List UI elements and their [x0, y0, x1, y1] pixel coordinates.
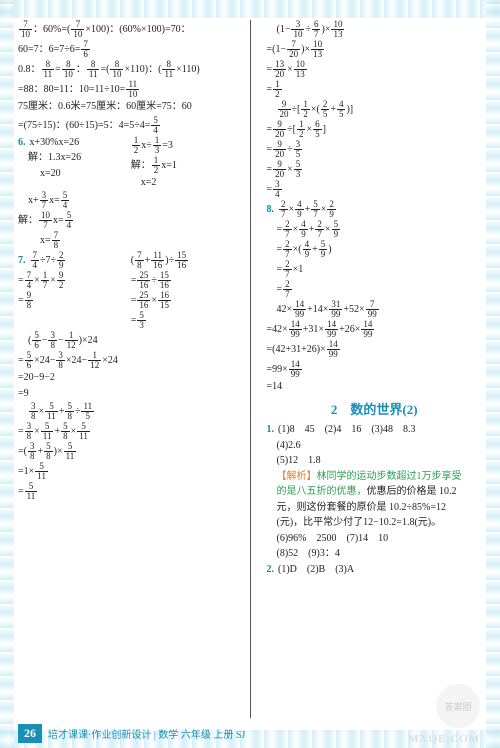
- column-divider: [250, 20, 251, 718]
- math-line: x+37x=54: [18, 191, 234, 210]
- math-line: 0.8：811=810：811=(810×110)：(811×110): [18, 60, 234, 79]
- math-line: =42×1499+31×1499+26×1499: [267, 320, 483, 339]
- math-line: =(42+31+26)×1499: [267, 340, 483, 359]
- problem-6: 6.x+30%x=26 解：1.3x=26 x=20 12x÷13=3 解：12…: [18, 136, 234, 192]
- content-area: 710：60%=(710×100)：(60%×100)=70： 60=7：6=7…: [18, 20, 482, 718]
- section-heading: 2 数的世界(2): [267, 401, 483, 420]
- answer-line: (6)96% 2500 (7)14 10: [267, 532, 483, 547]
- math-line: =(38+58)×511: [18, 442, 234, 461]
- math-line: =20−9−2: [18, 371, 234, 386]
- math-line: =88：80=11：10=11÷10=1110: [18, 80, 234, 99]
- explanation: 【解析】林同学的运动步数超过1万步享受: [267, 470, 483, 485]
- border-right: [486, 0, 500, 748]
- math-line: =27: [267, 280, 483, 299]
- math-line: =34: [267, 180, 483, 199]
- math-line: =920÷35: [267, 140, 483, 159]
- math-line: =920÷[12×65]: [267, 120, 483, 139]
- explanation: 的是八五折的优惠，优惠后的价格是 10.2: [267, 485, 483, 500]
- problem-number: 2.: [267, 564, 275, 575]
- watermark-badge: 答案圈: [436, 684, 480, 728]
- math-line: =920×53: [267, 160, 483, 179]
- answer-line: 2.(1)D (2)B (3)A: [267, 563, 483, 578]
- problem-number: 1.: [267, 424, 275, 435]
- right-column: (1−310÷67)×1013 =(1−720)×1013 =1320×1013…: [267, 20, 483, 718]
- page-number: 26: [18, 724, 42, 743]
- math-line: =1320×1013: [267, 60, 483, 79]
- math-line: =12: [267, 80, 483, 99]
- math-line: x=78: [18, 231, 234, 250]
- math-line: 60=7：6=7÷6=76: [18, 40, 234, 59]
- math-line: =38×511+58×511: [18, 422, 234, 441]
- left-column: 710：60%=(710×100)：(60%×100)=70： 60=7：6=7…: [18, 20, 234, 718]
- answer-line: (8)52 (9)3：4: [267, 547, 483, 562]
- math-line: =99×1499: [267, 360, 483, 379]
- math-line: =(75÷15)：(60÷15)=5：4=5÷4=54: [18, 116, 234, 135]
- math-line: =27×(49+59): [267, 240, 483, 259]
- problem-number: 8.: [267, 204, 275, 215]
- explanation: (元)，比平常少付了12−10.2=1.8(元)。: [267, 516, 483, 531]
- problem-8: 8.27×49+57×29: [267, 200, 483, 219]
- problem-number: 6.: [18, 137, 26, 148]
- math-line: =(1−720)×1013: [267, 40, 483, 59]
- math-line: (56−38−112)×24: [18, 331, 234, 350]
- answer-line: (4)2.6: [267, 439, 483, 454]
- answer-line: 1.(1)8 45 (2)4 16 (3)48 8.3: [267, 423, 483, 438]
- math-line: =9: [18, 387, 234, 402]
- math-line: =56×24−38×24−112×24: [18, 351, 234, 370]
- math-line: =511: [18, 482, 234, 501]
- math-line: =27×49+27×59: [267, 220, 483, 239]
- math-line: 解：107x=54: [18, 211, 234, 230]
- math-line: 710：60%=(710×100)：(60%×100)=70：: [18, 20, 234, 39]
- explanation: 元，则这份套餐的原价是 10.2÷85%=12: [267, 501, 483, 516]
- footer-text: 培才课课·作业创新设计 | 数学 六年级 上册 SJ: [48, 726, 245, 741]
- math-line: 75厘米：0.6米=75厘米：60厘米=75：60: [18, 100, 234, 115]
- answer-line: (5)12 1.8: [267, 454, 483, 469]
- math-line: =14: [267, 380, 483, 395]
- math-line: 920÷[12×(25+45)]: [267, 100, 483, 119]
- problem-number: 7.: [18, 255, 26, 266]
- math-line: (1−310÷67)×1013: [267, 20, 483, 39]
- problem-7: 7.74÷7÷29 =74×17×92 =98 (78+1116)÷1516 =…: [18, 251, 234, 331]
- math-line: 38×511+58÷115: [18, 402, 234, 421]
- border-top: [0, 0, 500, 18]
- math-line: 42×1499+14×3199+52×799: [267, 300, 483, 319]
- watermark-text: MXQE.COM: [408, 733, 480, 745]
- border-left: [0, 0, 14, 748]
- math-line: =27×1: [267, 260, 483, 279]
- math-line: =1×511: [18, 462, 234, 481]
